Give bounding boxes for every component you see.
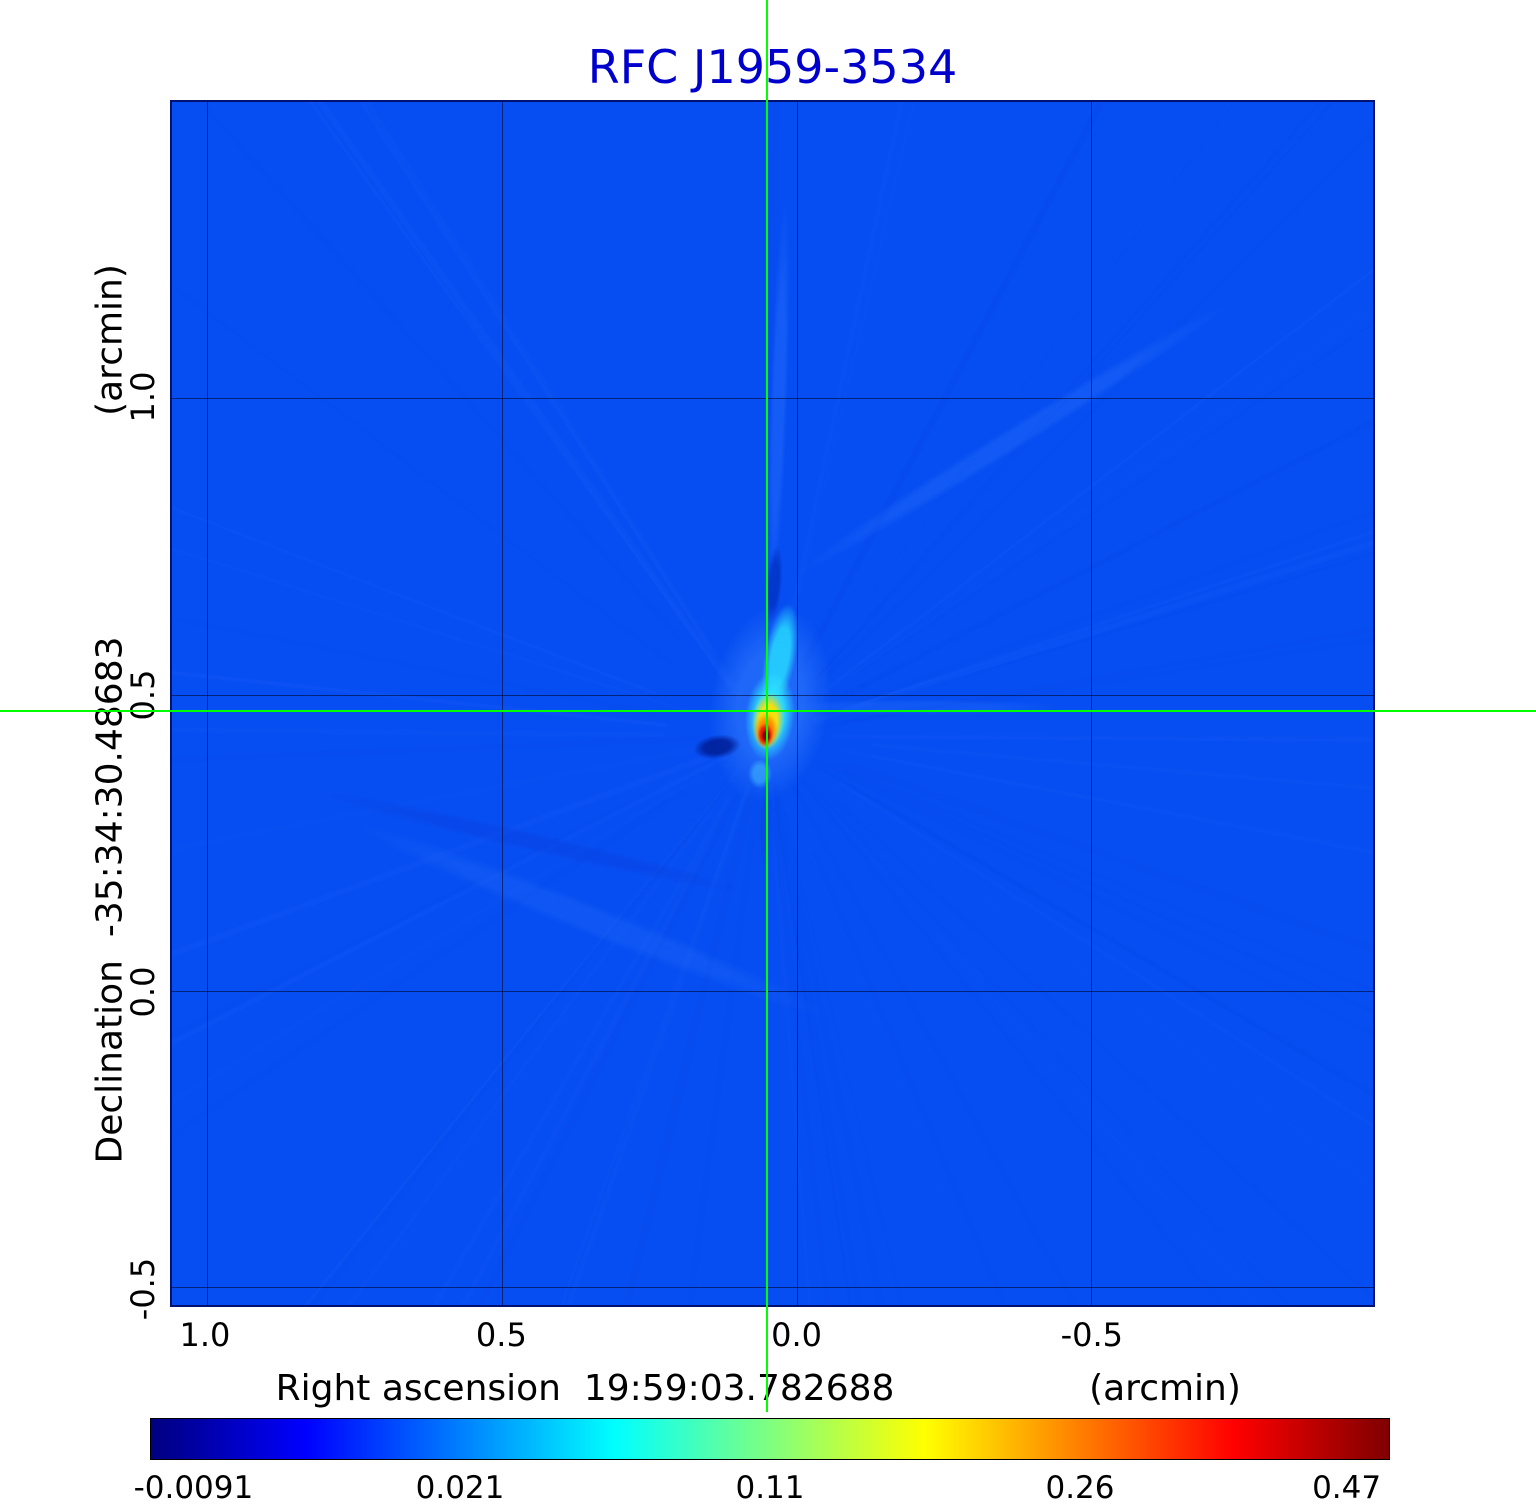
y-tick-label: 1.0 xyxy=(124,371,162,423)
colorbar-tick-label: 0.11 xyxy=(735,1470,805,1506)
sky-map-plot xyxy=(170,100,1375,1307)
y-tick-label: -0.5 xyxy=(124,1257,162,1321)
colorbar-tick-label: 0.47 xyxy=(1312,1470,1382,1506)
y-tick-label: 0.5 xyxy=(124,669,162,721)
x-tick-label: -0.5 xyxy=(1060,1316,1124,1354)
colorbar-tick-label: -0.0091 xyxy=(133,1470,254,1506)
intensity-map-canvas xyxy=(172,102,1373,1305)
x-axis-unit: (arcmin) xyxy=(1089,1368,1241,1409)
y-tick-label: 0.0 xyxy=(124,966,162,1018)
x-tick-label: 0.5 xyxy=(475,1316,527,1354)
colorbar-tick-label: 0.021 xyxy=(415,1470,505,1506)
x-tick-label: 0.0 xyxy=(771,1316,823,1354)
page-title: RFC J1959-3534 xyxy=(587,40,958,94)
crosshair-horizontal-line xyxy=(0,710,1536,712)
crosshair-vertical-line xyxy=(766,0,768,1412)
colorbar xyxy=(150,1418,1390,1460)
x-tick-label: 1.0 xyxy=(179,1316,231,1354)
colorbar-tick-label: 0.26 xyxy=(1045,1470,1115,1506)
x-axis-title: Right ascension 19:59:03.782688 xyxy=(275,1368,895,1409)
